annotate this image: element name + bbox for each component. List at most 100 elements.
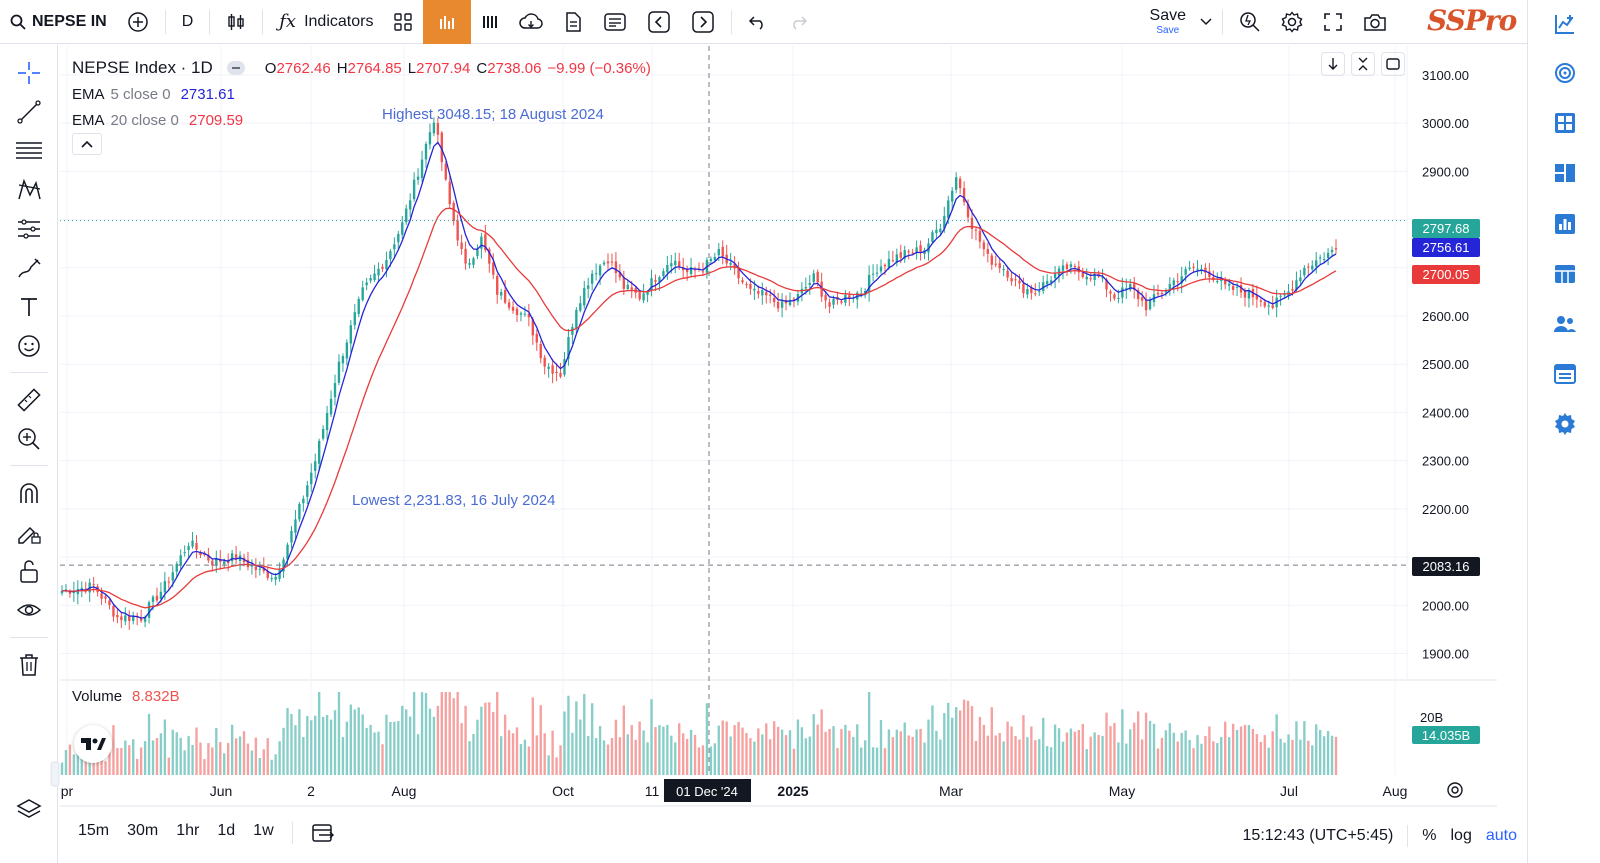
forecast-tool[interactable]: [14, 214, 44, 244]
zoom-in-icon: [18, 428, 40, 450]
table-icon[interactable]: [1553, 262, 1577, 286]
divider: [1222, 9, 1223, 34]
volume-legend[interactable]: Volume 8.832B: [72, 688, 180, 705]
auto-scale-toggle[interactable]: auto: [1485, 826, 1517, 844]
interval-1hr[interactable]: 1hr: [176, 822, 200, 839]
save-dropdown[interactable]: [1196, 0, 1216, 44]
indicators-button[interactable]: ƒx Indicators: [269, 0, 383, 44]
cloud-sync-button[interactable]: [509, 0, 553, 44]
scroll-back-button[interactable]: [637, 0, 681, 44]
alerts-icon[interactable]: [1553, 61, 1577, 85]
horizontal-lines-tool[interactable]: [14, 136, 44, 166]
candle-body: [915, 247, 918, 253]
x-tick-label: 2025: [777, 783, 808, 799]
crosshair-tool[interactable]: [14, 58, 44, 88]
compare-symbol-button[interactable]: [117, 0, 159, 44]
measure-tool[interactable]: [14, 385, 44, 415]
quick-search-icon: [1240, 11, 1260, 32]
maximize-pane-button[interactable]: [1381, 52, 1405, 76]
volume-bar: [246, 743, 250, 775]
save-button[interactable]: Save Save: [1140, 0, 1196, 44]
candle-body: [1311, 265, 1314, 270]
candle-body: [282, 559, 285, 572]
settings-button[interactable]: [1271, 0, 1313, 44]
interval-1d[interactable]: 1d: [217, 822, 236, 839]
candle-body: [630, 287, 633, 290]
emoji-tool[interactable]: [14, 331, 44, 361]
volume-bar: [840, 729, 843, 775]
time-axis-settings[interactable]: [1446, 781, 1464, 804]
legend-ema20-row[interactable]: EMA 20 close 0 2709.59: [72, 107, 651, 133]
users-icon[interactable]: [1553, 312, 1577, 336]
candle-body: [167, 581, 171, 583]
quick-search-button[interactable]: [1229, 0, 1271, 44]
candle-body: [610, 261, 614, 263]
layout-icon[interactable]: [1553, 161, 1577, 185]
undo-button[interactable]: [738, 0, 778, 44]
magnet-tool[interactable]: [14, 478, 44, 508]
volume-bar: [693, 734, 697, 775]
brush-tool[interactable]: [14, 253, 44, 283]
ema5-name: EMA: [72, 85, 105, 103]
legend-ema5-row[interactable]: EMA 5 close 0 2731.61: [72, 81, 651, 107]
volume-bar: [432, 716, 436, 775]
dashboard-icon[interactable]: [1553, 111, 1577, 135]
hide-drawings-tool[interactable]: [14, 595, 44, 625]
interval-button[interactable]: D: [181, 12, 194, 30]
interval-1w[interactable]: 1w: [253, 822, 274, 839]
redo-button[interactable]: [778, 0, 818, 44]
columns-button[interactable]: [471, 0, 509, 44]
legend-collapse-button[interactable]: [72, 133, 102, 155]
tradingview-logo[interactable]: [74, 725, 112, 763]
sliders-icon: [18, 219, 40, 239]
candle-body: [298, 504, 301, 520]
bar-stats-icon[interactable]: [1553, 212, 1577, 236]
symbol-search[interactable]: NEPSE IN: [0, 13, 117, 31]
collapse-pane-button[interactable]: [1351, 52, 1375, 76]
goto-date-button[interactable]: [305, 822, 341, 849]
candle-body: [1291, 289, 1294, 291]
calendar-icon[interactable]: [1553, 362, 1577, 386]
divider: [10, 465, 48, 466]
zoom-tool[interactable]: [14, 424, 44, 454]
y-tick-label: 1900.00: [1422, 646, 1469, 661]
document-button[interactable]: [553, 0, 593, 44]
candle-body: [931, 232, 934, 242]
lock-drawings-tool[interactable]: [14, 517, 44, 547]
chart-type-button[interactable]: [216, 0, 256, 44]
unlock-tool[interactable]: [14, 556, 44, 586]
scroll-forward-button[interactable]: [681, 0, 725, 44]
volume-bar: [527, 746, 531, 775]
candle-body: [290, 531, 293, 543]
clock[interactable]: 15:12:43 (UTC+5:45): [1242, 826, 1394, 844]
screenshot-button[interactable]: [1353, 0, 1397, 44]
volume-bar: [1204, 735, 1207, 775]
volume-bar: [978, 716, 982, 775]
pattern-tool[interactable]: [14, 175, 44, 205]
text-tool[interactable]: [14, 292, 44, 322]
interval-30m[interactable]: 30m: [127, 822, 159, 839]
bars-chart-button[interactable]: [423, 0, 472, 44]
watchlist-chart-icon[interactable]: [1553, 12, 1577, 36]
legend-dot[interactable]: [226, 61, 245, 75]
trend-line-tool[interactable]: [14, 97, 44, 127]
chart-title[interactable]: NEPSE Index · 1D: [72, 58, 213, 77]
percent-scale-toggle[interactable]: %: [1422, 826, 1437, 844]
document-icon: [566, 11, 582, 32]
fullscreen-button[interactable]: [1313, 0, 1353, 44]
settings-gear-icon[interactable]: [1553, 412, 1577, 436]
remove-drawings-tool[interactable]: [14, 650, 44, 680]
interval-15m[interactable]: 15m: [78, 822, 110, 839]
move-pane-down-button[interactable]: [1321, 52, 1345, 76]
object-tree-tool[interactable]: [14, 795, 44, 825]
volume-bar: [820, 709, 823, 775]
candle-body: [397, 233, 400, 243]
lines-icon: [16, 142, 42, 159]
volume-bar: [646, 742, 649, 775]
price-badge-text: 2083.16: [1423, 559, 1470, 574]
templates-button[interactable]: [383, 0, 423, 44]
news-button[interactable]: [593, 0, 637, 44]
log-scale-toggle[interactable]: log: [1450, 826, 1472, 844]
candle-body: [1176, 281, 1179, 283]
